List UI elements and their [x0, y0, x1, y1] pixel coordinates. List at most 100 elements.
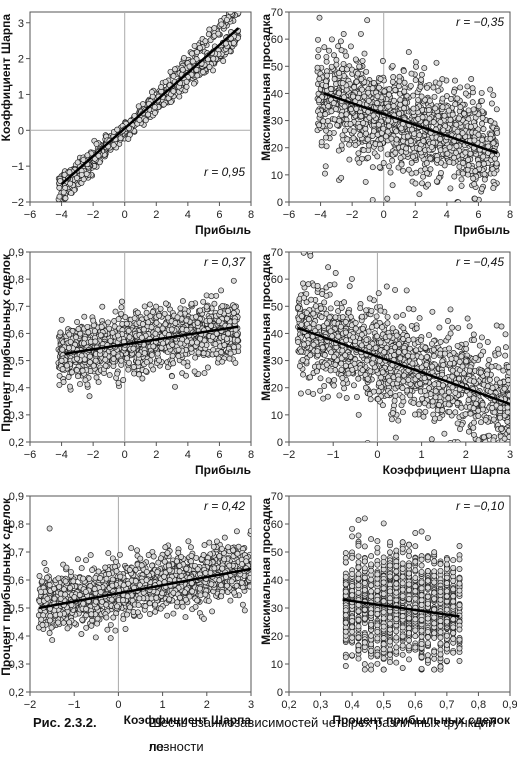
y-tick-label: 20	[271, 143, 283, 155]
scatter-point	[378, 136, 385, 142]
x-tick-label: 0	[122, 449, 128, 461]
x-axis-label: Прибыль	[454, 223, 510, 237]
scatter-point	[339, 375, 346, 381]
scatter-point	[114, 370, 121, 377]
scatter-point	[365, 97, 372, 104]
scatter-point	[446, 408, 453, 415]
scatter-point	[399, 385, 406, 391]
scatter-point	[315, 97, 322, 104]
trend-line	[323, 92, 498, 155]
scatter-point	[327, 305, 334, 312]
scatter-point	[90, 317, 97, 324]
scatter-point	[426, 385, 432, 392]
scatter-point	[203, 303, 210, 310]
scatter-point	[396, 341, 402, 348]
scatter-point	[148, 89, 155, 96]
scatter-point	[397, 154, 404, 161]
scatter-point	[433, 59, 440, 66]
scatter-point	[426, 332, 432, 339]
scatter-point	[342, 362, 349, 369]
scatter-point	[470, 395, 477, 402]
scatter-point	[475, 131, 482, 138]
x-tick-label: 2	[412, 209, 418, 221]
scatter-point	[60, 189, 67, 196]
scatter-point	[130, 364, 137, 370]
scatter-point	[380, 160, 387, 166]
scatter-point	[56, 381, 63, 388]
scatter-point	[206, 317, 213, 324]
scatter-point	[162, 321, 169, 328]
scatter-point	[321, 383, 328, 389]
trend-line	[60, 27, 240, 186]
scatter-point	[410, 92, 417, 99]
scatter-point	[328, 349, 335, 356]
scatter-point	[60, 379, 67, 385]
scatter-point	[431, 353, 437, 360]
scatter-point	[400, 68, 407, 75]
scatter-point	[230, 277, 237, 284]
scatter-point	[114, 126, 121, 133]
scatter-point	[453, 121, 460, 128]
scatter-point	[147, 301, 153, 308]
scatter-point	[468, 76, 475, 82]
scatter-point	[449, 111, 456, 118]
scatter-point	[208, 293, 215, 300]
x-tick-label: 6	[216, 449, 222, 461]
scatter-point	[368, 307, 375, 314]
scatter-point	[56, 184, 63, 191]
scatter-point	[59, 346, 66, 353]
scatter-point	[86, 393, 93, 400]
scatter-point	[370, 128, 377, 135]
scatter-point	[466, 367, 473, 374]
scatter-point	[340, 60, 347, 67]
scatter-point	[430, 84, 437, 91]
scatter-point	[429, 363, 436, 370]
scatter-point	[447, 116, 454, 123]
chart-p3: −6 −4 −2 0 2 4 6 80,20,30,40,50,60,70,80,9Прибы…	[0, 247, 254, 477]
scatter-point	[424, 84, 431, 91]
scatter-point	[191, 80, 197, 87]
scatter-point	[418, 76, 425, 83]
scatter-point	[227, 12, 234, 16]
scatter-point	[223, 16, 230, 23]
scatter-point	[316, 76, 323, 82]
scatter-point	[403, 287, 410, 294]
scatter-point	[78, 171, 85, 178]
scatter-point	[318, 139, 325, 146]
scatter-point	[110, 142, 117, 149]
scatter-point	[186, 63, 193, 70]
scatter-point	[369, 164, 376, 171]
x-tick-label: 2	[153, 209, 159, 221]
scatter-point	[386, 163, 393, 170]
scatter-point	[322, 82, 329, 89]
scatter-point	[356, 124, 363, 131]
scatter-point	[83, 171, 90, 177]
scatter-point	[430, 346, 437, 353]
scatter-point	[140, 326, 147, 333]
scatter-point	[315, 36, 321, 43]
scatter-point	[356, 63, 363, 70]
scatter-point	[120, 377, 127, 383]
scatter-point	[453, 149, 459, 156]
scatter-point	[375, 121, 382, 128]
scatter-point	[307, 352, 314, 359]
scatter-point	[184, 363, 191, 370]
scatter-point	[326, 47, 332, 54]
scatter-point	[315, 46, 322, 53]
scatter-point	[465, 156, 472, 163]
scatter-point	[406, 345, 413, 352]
scatter-point	[408, 159, 415, 166]
x-tick-label: 4	[185, 209, 191, 221]
scatter-point	[425, 181, 431, 188]
y-tick-label: 0,9	[9, 247, 24, 259]
scatter-point	[131, 315, 138, 322]
scatter-point	[79, 367, 86, 374]
x-tick-label: 0	[381, 209, 387, 221]
scatter-point	[77, 330, 84, 337]
scatter-point	[200, 69, 206, 75]
scatter-point	[456, 163, 463, 170]
scatter-point	[471, 419, 477, 426]
scatter-point	[471, 181, 478, 188]
scatter-point	[361, 93, 368, 100]
scatter-point	[326, 282, 333, 288]
